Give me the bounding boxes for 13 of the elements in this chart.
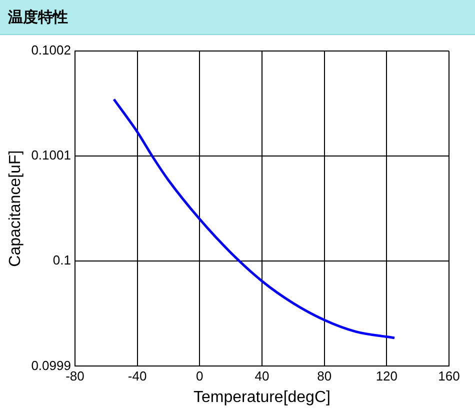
x-tick-label: 0: [196, 368, 204, 384]
x-axis-title: Temperature[degC]: [193, 388, 330, 406]
line-series: [112, 98, 396, 340]
x-tick-label: 80: [317, 368, 332, 384]
chart-title: 温度特性: [0, 0, 475, 35]
x-tick-label: 40: [254, 368, 270, 384]
y-axis-title: Capacitance[uF]: [7, 150, 24, 267]
x-tick-label: 160: [438, 368, 460, 384]
y-tick-label: 0.1: [52, 252, 71, 268]
x-tick-label: 120: [376, 368, 398, 384]
x-tick-label: -40: [128, 368, 147, 384]
y-tick-label: 0.1002: [31, 42, 71, 58]
y-tick-label: 0.1001: [31, 148, 71, 163]
